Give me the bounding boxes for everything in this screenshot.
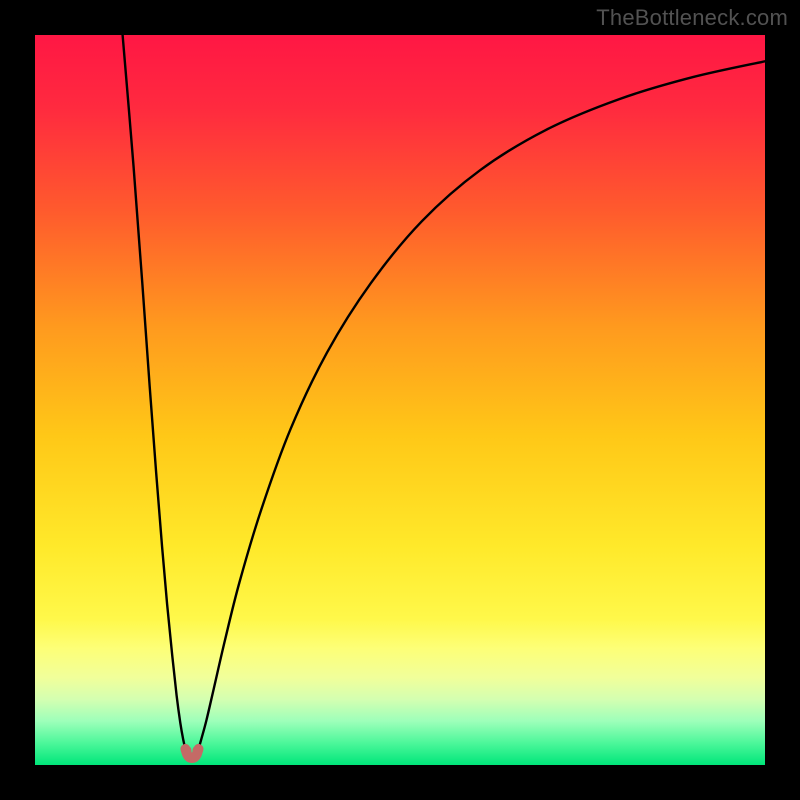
curve-layer — [35, 35, 765, 765]
valley-endcap-0 — [182, 746, 191, 755]
watermark-text: TheBottleneck.com — [596, 5, 788, 31]
valley-endcap-1 — [192, 746, 201, 755]
curve-left-branch — [123, 35, 186, 749]
curve-right-branch — [199, 61, 765, 749]
outer-frame: TheBottleneck.com — [0, 0, 800, 800]
plot-area — [35, 35, 765, 765]
